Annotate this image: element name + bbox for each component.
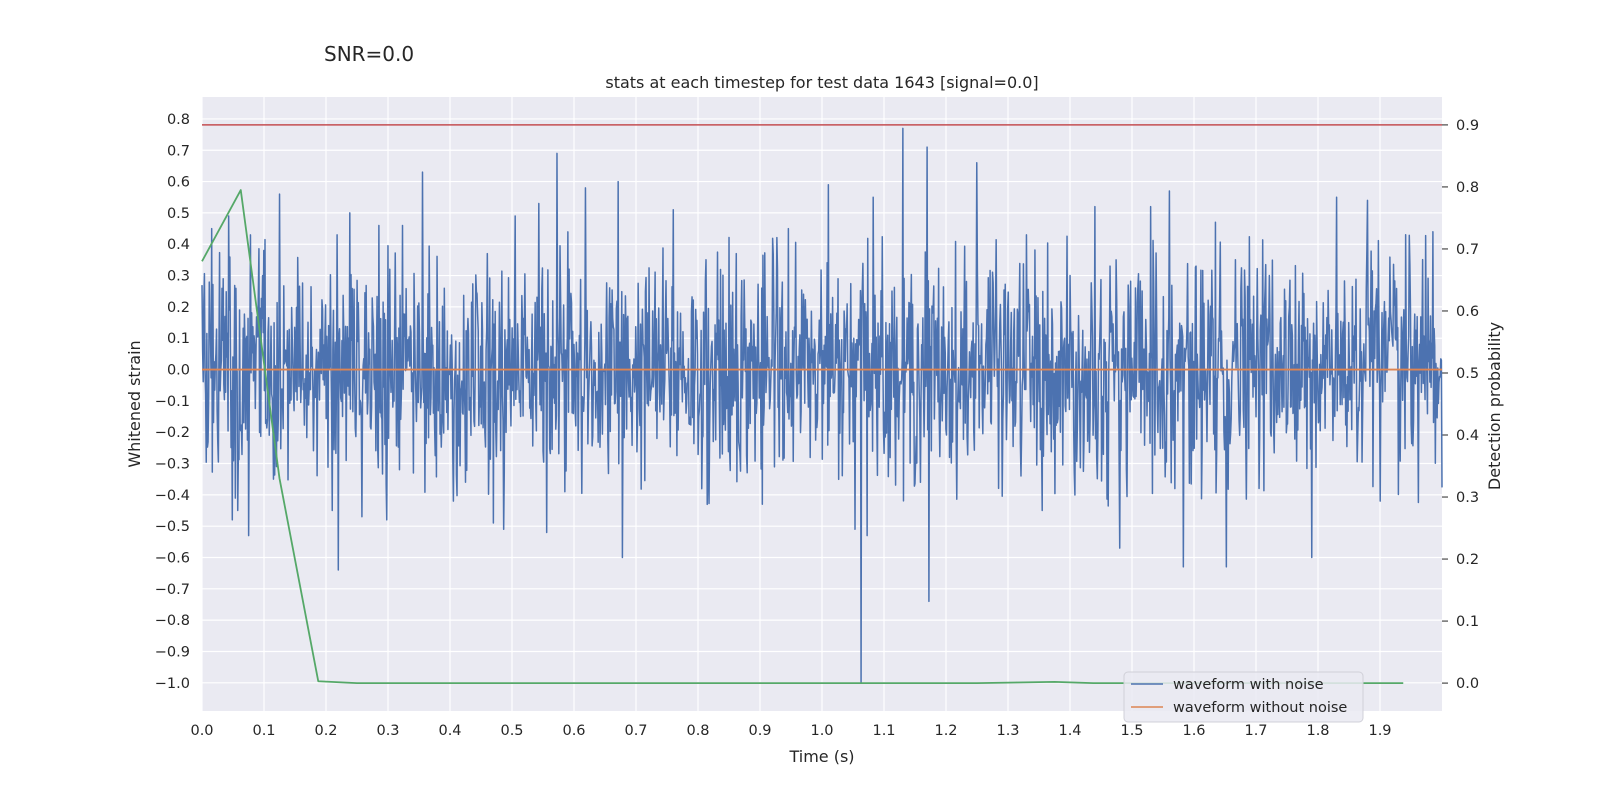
x-tick-label: 0.9: [748, 723, 771, 739]
x-tick-label: 0.7: [624, 723, 647, 739]
y2-tick-label: 0.4: [1456, 428, 1479, 444]
y-tick-label: 0.7: [167, 143, 190, 159]
x-tick-label: 0.3: [376, 723, 399, 739]
y-tick-label: −0.8: [155, 613, 190, 629]
y-tick-label: 0.4: [167, 237, 190, 253]
x-tick-label: 0.1: [252, 723, 275, 739]
x-tick-label: 1.8: [1306, 723, 1329, 739]
y-tick-label: 0.8: [167, 112, 190, 128]
y2-tick-label: 0.5: [1456, 366, 1479, 382]
x-tick-label: 0.5: [500, 723, 523, 739]
x-tick-label: 0.6: [562, 723, 585, 739]
y2-tick-label: 0.3: [1456, 490, 1479, 506]
x-tick-label: 1.2: [934, 723, 957, 739]
y2-axis-label: Detection probability: [1485, 322, 1504, 490]
legend: waveform with noise waveform without noi…: [1123, 671, 1364, 723]
x-axis-label: Time (s): [788, 747, 854, 766]
y-tick-label: 0.0: [167, 363, 190, 379]
y-tick-label: −1.0: [155, 676, 190, 692]
x-tick-label: 1.9: [1368, 723, 1391, 739]
suptitle: SNR=0.0: [324, 42, 414, 66]
x-tick-label: 1.6: [1182, 723, 1205, 739]
y-tick-label: −0.2: [155, 425, 190, 441]
y-tick-label: 0.1: [167, 331, 190, 347]
y2-tick-label: 0.8: [1456, 180, 1479, 196]
y-tick-label: 0.2: [167, 300, 190, 316]
legend-box: [1123, 671, 1364, 723]
y2-ticks: 0.9 0.8 0.7 0.6 0.5 0.4 0.3 0.2 0.1 0.0: [1442, 118, 1479, 692]
y2-tick-label: 0.9: [1456, 118, 1479, 134]
y-tick-label: 0.5: [167, 206, 190, 222]
x-tick-label: 0.8: [686, 723, 709, 739]
legend-label-noisy: waveform with noise: [1173, 677, 1324, 693]
y-tick-label: −0.5: [155, 519, 190, 535]
y-tick-label: 0.6: [167, 175, 190, 191]
y-tick-labels: 0.8 0.7 0.6 0.5 0.4 0.3 0.2 0.1 0.0 −0.1 −0.2 −0.3 −…: [155, 112, 190, 692]
x-tick-label: 1.4: [1058, 723, 1081, 739]
x-tick-label: 1.0: [810, 723, 833, 739]
legend-label-clean: waveform without noise: [1173, 700, 1347, 716]
series-line-noisy: [201, 127, 1443, 684]
x-tick-label: 0.2: [314, 723, 337, 739]
chart-title: stats at each timestep for test data 164…: [605, 73, 1038, 92]
y2-tick-label: 0.7: [1456, 242, 1479, 258]
x-tick-label: 0.0: [190, 723, 213, 739]
y2-tick-label: 0.1: [1456, 614, 1479, 630]
y2-tick-label: 0.0: [1456, 676, 1479, 692]
y-tick-label: −0.9: [155, 644, 190, 660]
y2-tick-label: 0.2: [1456, 552, 1479, 568]
y-tick-label: −0.1: [155, 394, 190, 410]
y2-tick-label: 0.6: [1456, 304, 1479, 320]
y-axis-label: Whitened strain: [125, 340, 144, 467]
y-tick-label: −0.4: [155, 488, 190, 504]
x-tick-label: 1.7: [1244, 723, 1267, 739]
x-tick-label: 1.5: [1120, 723, 1143, 739]
y-tick-label: −0.3: [155, 457, 190, 473]
x-tick-label: 0.4: [438, 723, 461, 739]
y-tick-label: 0.3: [167, 269, 190, 285]
x-tick-label: 1.1: [872, 723, 895, 739]
x-tick-label: 1.3: [996, 723, 1019, 739]
x-tick-labels: 0.0 0.1 0.2 0.3 0.4 0.5 0.6 0.7 0.8 0.9 1.0 1.1 1.2 1…: [190, 723, 1391, 739]
y-tick-label: −0.6: [155, 551, 190, 567]
y-tick-label: −0.7: [155, 582, 190, 598]
